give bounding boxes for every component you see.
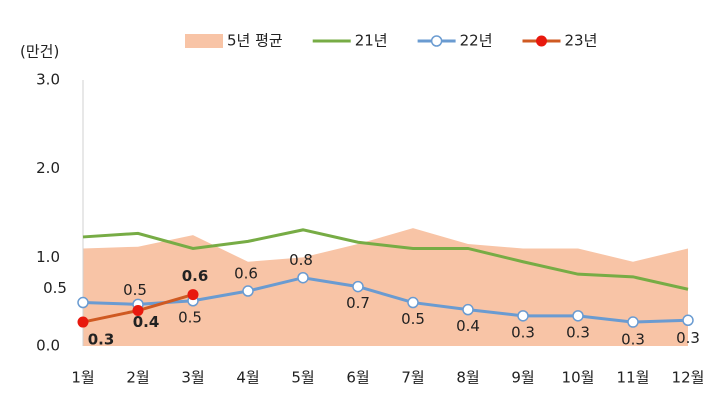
data-label: 0.8 <box>289 251 313 269</box>
marker <box>407 296 419 309</box>
data-label: 0.6 <box>234 265 258 283</box>
legend-label: 5년 평균 <box>227 32 283 50</box>
marker <box>517 310 529 322</box>
x-tick-label: 8월 <box>456 369 479 387</box>
data-label: 0.4 <box>133 313 160 331</box>
y-tick-label: 0.0 <box>36 337 60 355</box>
marker <box>297 271 309 284</box>
x-tick-label: 4월 <box>236 369 259 387</box>
x-tick-label: 7월 <box>401 369 424 387</box>
data-label: 0.3 <box>88 331 115 349</box>
marker <box>77 316 89 328</box>
x-tick-label: 10월 <box>562 369 595 387</box>
marker <box>462 303 474 316</box>
marker <box>77 296 89 309</box>
data-label: 0.5 <box>123 281 147 299</box>
y-tick-label: 2.0 <box>36 159 60 177</box>
line <box>82 228 689 291</box>
marker <box>627 316 639 328</box>
y-axis-label: (만건) <box>20 43 59 61</box>
x-tick-label: 2월 <box>126 369 149 387</box>
marker <box>572 310 584 322</box>
marker <box>187 289 199 301</box>
marker <box>242 285 254 297</box>
x-tick-label: 11월 <box>617 369 650 387</box>
legend-label: 22년 <box>460 32 493 50</box>
marker <box>132 305 144 317</box>
x-tick-label: 3월 <box>181 369 204 387</box>
legend-swatch <box>185 34 223 48</box>
data-label: 0.3 <box>676 329 700 347</box>
y-tick-label: 3.0 <box>36 71 60 89</box>
data-label: 0.5 <box>178 308 202 326</box>
legend-label: 23년 <box>565 32 598 50</box>
data-label: 0.7 <box>346 294 370 312</box>
x-tick-label: 1월 <box>71 369 94 387</box>
legend-label: 21년 <box>355 32 388 50</box>
x-tick-label: 9월 <box>511 369 534 387</box>
data-label: 0.3 <box>566 323 590 341</box>
data-label: 0.3 <box>511 323 535 341</box>
data-label: 0.3 <box>621 331 645 349</box>
data-label: 0.4 <box>456 317 480 335</box>
legend-marker <box>430 35 443 47</box>
x-tick-label: 6월 <box>346 369 369 387</box>
marker <box>352 280 364 293</box>
data-label: 0.5 <box>43 279 67 297</box>
data-label: 0.5 <box>401 310 425 328</box>
data-label: 0.6 <box>182 267 209 285</box>
line <box>82 276 689 324</box>
x-tick-label: 12월 <box>672 369 705 387</box>
legend-marker <box>536 35 547 47</box>
y-tick-label: 1.0 <box>36 248 60 266</box>
x-tick-label: 5월 <box>291 369 314 387</box>
marker <box>682 314 694 327</box>
